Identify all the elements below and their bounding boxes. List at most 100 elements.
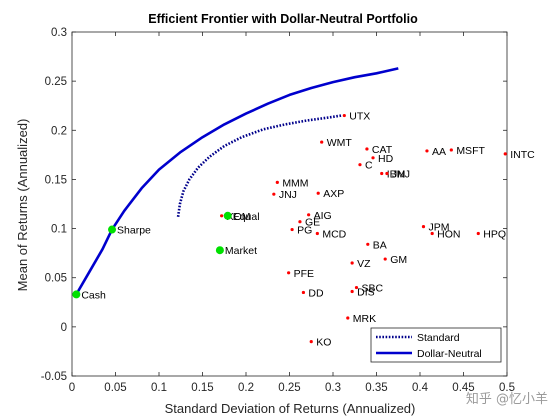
x-tick-label: 0.35 — [365, 382, 387, 394]
asset-label: CAT — [372, 144, 393, 156]
asset-point — [301, 290, 306, 295]
asset-label: MRK — [353, 313, 376, 325]
asset-label: JNJ — [279, 189, 297, 201]
x-tick-label: 0.15 — [191, 382, 213, 394]
asset-point — [309, 340, 313, 344]
asset-point — [307, 213, 311, 217]
plot-area — [71, 31, 508, 377]
x-axis: 0 0.05 0.1 0.15 0.2 0.25 0.3 0.35 0.4 0.45 0.5 — [69, 32, 515, 394]
asset-point — [342, 113, 346, 118]
asset-point — [350, 261, 354, 265]
asset-label: AA — [432, 146, 446, 158]
x-tick-label: 0.4 — [412, 382, 429, 394]
asset-label: BA — [373, 239, 387, 251]
asset-point — [290, 227, 294, 232]
asset-label: DIS — [357, 286, 375, 298]
x-tick-label: 0.1 — [151, 382, 167, 394]
asset-label: HON — [437, 228, 460, 240]
asset-point — [315, 231, 319, 236]
asset-point — [320, 140, 324, 144]
special-point-label: Equal — [233, 211, 260, 223]
x-tick-label: 0.05 — [104, 382, 126, 394]
asset-label: JNJ — [392, 169, 410, 181]
asset-point — [350, 289, 354, 294]
asset-point — [287, 271, 291, 275]
asset-point — [449, 148, 453, 152]
asset-label: JPM — [428, 222, 449, 234]
asset-point — [365, 147, 369, 151]
asset-label: PFE — [294, 268, 314, 280]
asset-point — [298, 220, 302, 224]
x-tick-label: 0 — [69, 382, 75, 394]
asset-label: XOM — [227, 211, 251, 223]
x-axis-label: Standard Deviation of Returns (Annualize… — [165, 401, 416, 416]
special-point-sharpe — [108, 225, 117, 234]
asset-label: C — [365, 160, 373, 172]
series-line-standard — [176, 114, 342, 217]
asset-label: INTC — [510, 149, 535, 161]
y-tick-label: 0 — [61, 322, 67, 334]
asset-label: MMM — [282, 177, 308, 189]
asset-label: IBM — [387, 169, 406, 181]
asset-point — [503, 152, 507, 156]
y-tick-label: 0.1 — [51, 224, 67, 236]
y-tick-label: 0.2 — [51, 125, 67, 137]
y-tick-label: 0.05 — [45, 273, 67, 285]
asset-label: UTX — [349, 111, 370, 123]
x-tick-label: 0.45 — [452, 382, 474, 394]
y-tick-label: 0.3 — [51, 27, 67, 39]
asset-label: SBC — [361, 283, 383, 295]
special-point-label: Cash — [81, 289, 106, 301]
legend-label-dollar-neutral: Dollar-Neutral — [417, 348, 482, 360]
asset-point — [421, 225, 426, 229]
y-tick-label: 0.15 — [45, 174, 67, 186]
asset-point — [354, 285, 359, 290]
legend: Standard Dollar-Neutral — [370, 327, 502, 363]
legend-box — [370, 327, 502, 363]
legend-label-standard: Standard — [417, 332, 460, 344]
asset-label: GM — [390, 254, 407, 266]
asset-point — [425, 149, 429, 153]
special-point-label: Sharpe — [117, 225, 151, 237]
asset-point — [316, 191, 320, 195]
asset-point — [220, 214, 224, 218]
asset-label: VZ — [357, 258, 371, 270]
asset-point — [272, 192, 276, 196]
x-tick-label: 0.25 — [278, 382, 300, 394]
special-point-equal — [223, 211, 232, 220]
y-tick-label: 0.25 — [45, 76, 67, 88]
y-tick-label: -0.05 — [41, 371, 67, 383]
asset-point — [366, 242, 370, 246]
x-tick-label: 0.2 — [238, 382, 254, 394]
special-points-layer: Sharpe Equal Market Cash — [72, 211, 260, 301]
asset-label: KO — [316, 337, 331, 349]
watermark-text: 知乎 @忆小羊 — [466, 391, 548, 407]
special-point-label: Market — [225, 245, 257, 257]
asset-point — [275, 180, 279, 184]
asset-point — [380, 171, 384, 176]
asset-label: DD — [308, 287, 324, 299]
asset-point — [358, 163, 362, 167]
asset-point — [430, 231, 434, 236]
asset-point — [346, 316, 350, 320]
y-axis: -0.05 0 0.05 0.1 0.15 0.2 0.25 0.3 — [41, 27, 507, 383]
special-point-market — [215, 246, 224, 255]
asset-point — [383, 257, 387, 261]
asset-point — [385, 171, 389, 176]
chart-title: Efficient Frontier with Dollar-Neutral P… — [148, 12, 418, 26]
x-tick-label: 0.5 — [499, 382, 515, 394]
y-axis-label: Mean of Returns (Annualized) — [15, 119, 30, 292]
asset-label: HD — [378, 153, 394, 165]
asset-label: MSFT — [456, 145, 485, 157]
asset-label: AXP — [323, 188, 344, 200]
asset-label: MCD — [322, 228, 346, 240]
asset-label: GE — [305, 217, 320, 229]
asset-label: HPQ — [483, 228, 506, 240]
asset-label: PG — [297, 225, 312, 237]
asset-point — [371, 156, 375, 160]
asset-label: AIG — [314, 210, 332, 222]
special-point-cash — [72, 290, 81, 299]
x-tick-label: 0.3 — [325, 382, 341, 394]
